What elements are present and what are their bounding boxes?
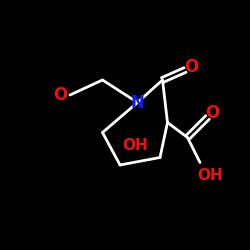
- Text: O: O: [184, 58, 198, 76]
- Text: O: O: [54, 86, 68, 104]
- Text: OH: OH: [197, 168, 223, 182]
- Text: OH: OH: [122, 138, 148, 152]
- Text: N: N: [130, 94, 144, 112]
- Text: O: O: [206, 104, 220, 122]
